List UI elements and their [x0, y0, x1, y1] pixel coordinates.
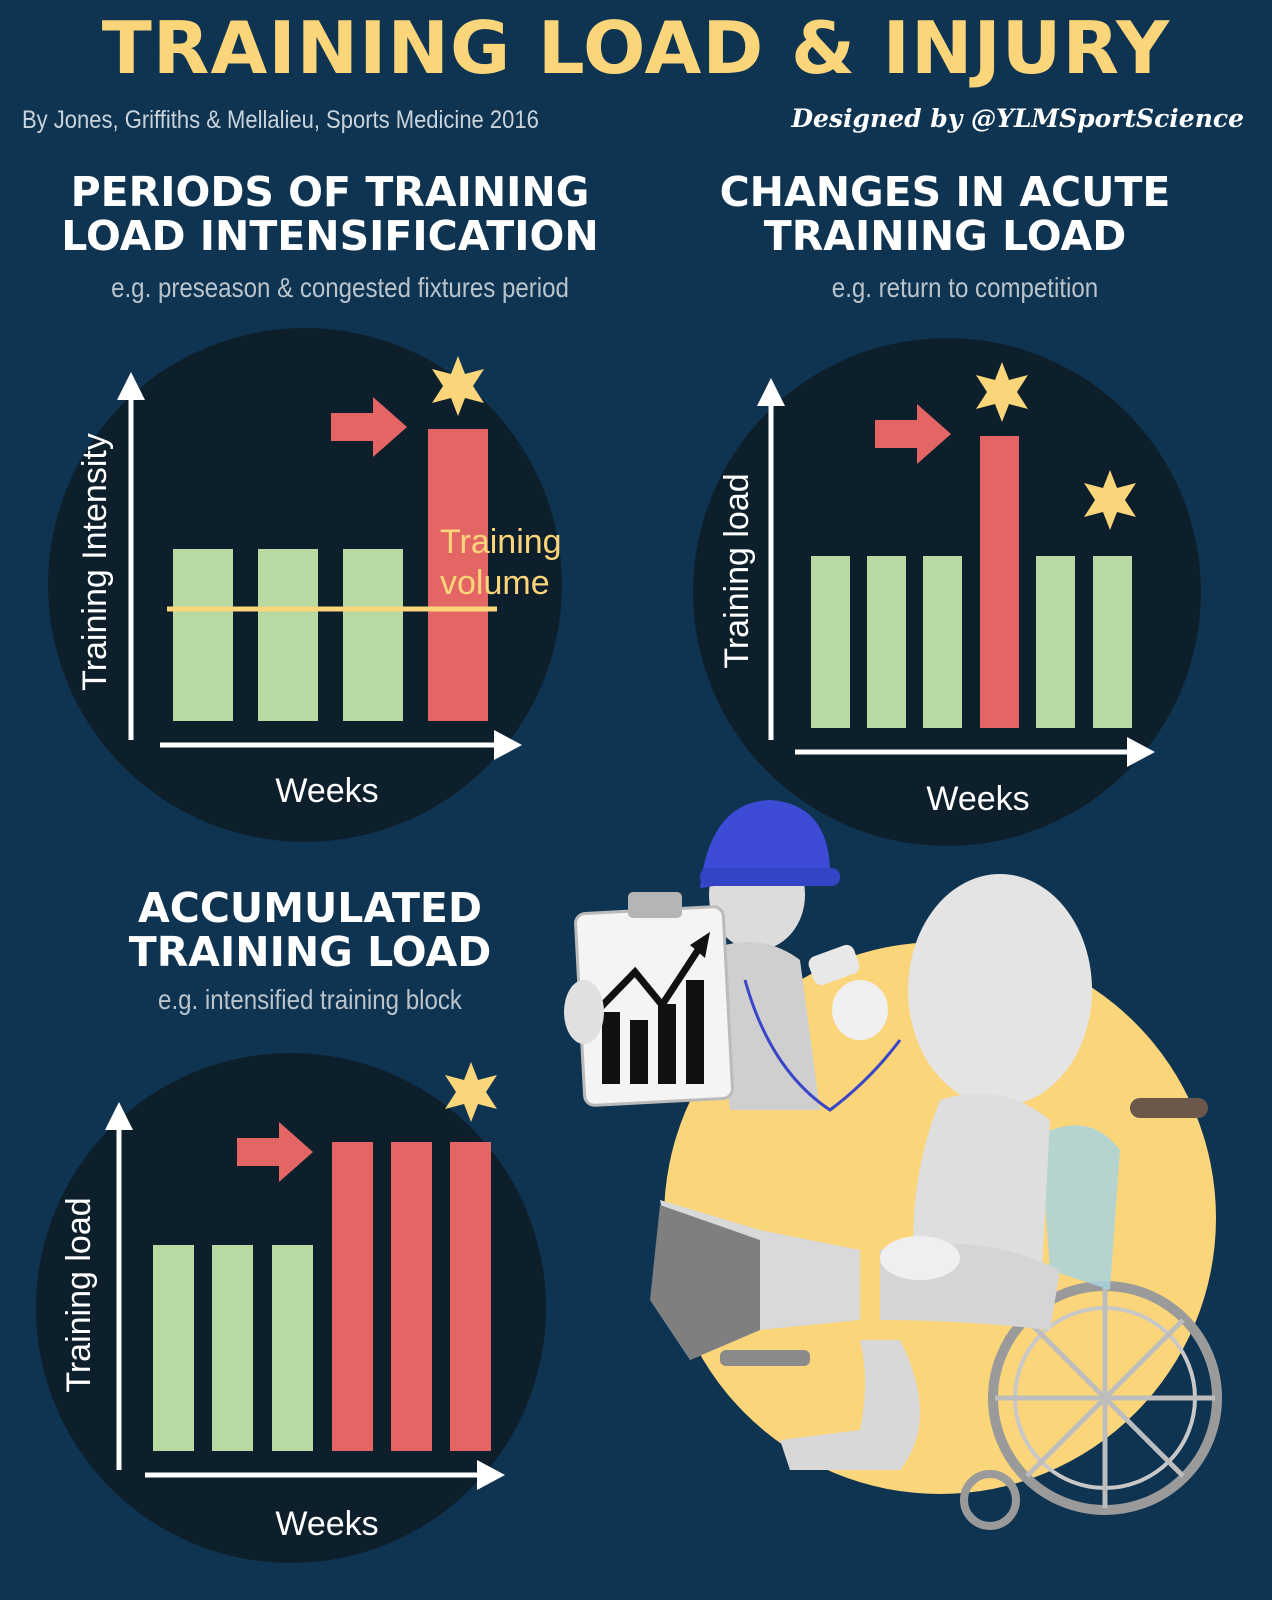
whistle-icon: [808, 944, 888, 1040]
intensification-ylabel: Training Intensity: [76, 433, 114, 691]
acute-bar-3: [923, 556, 962, 728]
accumulated-x-arrowhead: [477, 1460, 505, 1490]
volume-label-line1: Training: [440, 523, 562, 561]
intensification-title-line2: LOAD INTENSIFICATION: [61, 212, 599, 260]
clipboard-chart-icon: [564, 892, 734, 1107]
accumulated-y-arrowhead: [105, 1102, 133, 1130]
acute-bar-6: [1093, 556, 1132, 728]
accumulated-bar-3: [272, 1245, 313, 1451]
intensification-title-line1: PERIODS OF TRAINING: [70, 168, 590, 216]
accumulated-subtitle: e.g. intensified training block: [158, 984, 462, 1015]
intensification-subtitle: e.g. preseason & congested fixtures peri…: [111, 272, 569, 303]
intensification-chart: Training volume Training Intensity Weeks: [48, 328, 562, 842]
intensification-bar-4: [428, 429, 488, 721]
accumulated-bar-5: [391, 1142, 432, 1451]
acute-ylabel: Training load: [718, 473, 756, 668]
volume-label-line2: volume: [440, 564, 550, 602]
acute-title-line1: CHANGES IN ACUTE: [719, 168, 1171, 216]
main-title: TRAINING LOAD & INJURY: [101, 6, 1171, 90]
intensification-bar-1: [173, 549, 233, 721]
acute-y-arrowhead: [757, 378, 785, 406]
injury-illustration: [564, 800, 1222, 1530]
intensification-bar-2: [258, 549, 318, 721]
acute-x-arrowhead: [1127, 737, 1155, 767]
acute-subtitle: e.g. return to competition: [831, 272, 1099, 303]
intensification-title: PERIODS OF TRAINING LOAD INTENSIFICATION: [30, 170, 630, 258]
accumulated-bar-6: [450, 1142, 491, 1451]
acute-bar-2: [867, 556, 906, 728]
accumulated-bar-2: [212, 1245, 253, 1451]
acute-title-line2: TRAINING LOAD: [763, 212, 1127, 260]
acute-bar-1: [811, 556, 850, 728]
intensification-x-arrowhead: [494, 730, 522, 760]
acute-chart: Training load Weeks: [693, 338, 1201, 846]
accumulated-bar-1: [153, 1245, 194, 1451]
accumulated-title-line1: ACCUMULATED: [138, 884, 482, 932]
acute-bar-4: [980, 436, 1019, 728]
wheelchair-icon: [720, 1098, 1222, 1530]
intensification-xlabel: Weeks: [275, 772, 378, 810]
accumulated-xlabel: Weeks: [275, 1505, 378, 1543]
accumulated-title: ACCUMULATED TRAINING LOAD: [20, 886, 600, 974]
injured-figure-icon: [650, 874, 1092, 1470]
coach-figure-icon: [700, 800, 902, 1112]
byline: By Jones, Griffiths & Mellalieu, Sports …: [22, 106, 539, 134]
whistle-lanyard: [743, 979, 902, 1112]
accumulated-title-line2: TRAINING LOAD: [128, 928, 492, 976]
acute-xlabel: Weeks: [926, 780, 1029, 818]
leg-cast: [650, 1205, 760, 1360]
acute-title: CHANGES IN ACUTE TRAINING LOAD: [645, 170, 1245, 258]
accumulated-bar-4: [332, 1142, 373, 1451]
intensification-y-arrowhead: [117, 372, 145, 400]
accumulated-chart: Training load Weeks: [36, 1053, 546, 1563]
designer-credit: Designed by @YLMSportScience: [791, 104, 1244, 133]
accumulated-ylabel: Training load: [60, 1197, 98, 1392]
intensification-bar-3: [343, 549, 403, 721]
acute-bar-5: [1036, 556, 1075, 728]
